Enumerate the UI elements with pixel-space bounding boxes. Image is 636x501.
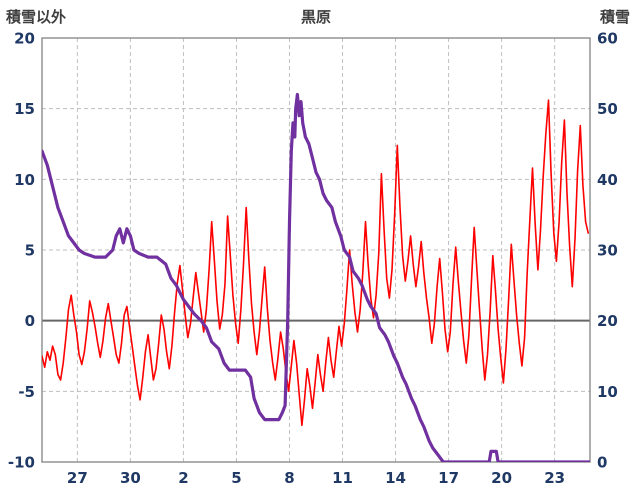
right-axis-tick-label: 40 <box>597 171 618 189</box>
x-axis-tick-label: 23 <box>544 469 565 487</box>
left-axis-tick-label: 20 <box>14 30 35 48</box>
x-axis-tick-label: 5 <box>231 469 241 487</box>
right-axis-tick-label: 50 <box>597 100 618 118</box>
right-axis-tick-label: 30 <box>597 242 618 260</box>
right-axis-tick-label: 60 <box>597 30 618 48</box>
x-axis-tick-label: 11 <box>332 469 353 487</box>
x-axis-tick-label: 8 <box>284 469 294 487</box>
x-axis-tick-label: 27 <box>67 469 88 487</box>
x-axis-tick-label: 30 <box>120 469 141 487</box>
x-axis-tick-label: 20 <box>491 469 512 487</box>
right-axis-tick-label: 10 <box>597 383 618 401</box>
left-axis-title: 積雪以外 <box>6 8 67 26</box>
left-axis-tick-label: 5 <box>25 242 35 260</box>
left-axis-series-line <box>42 99 590 427</box>
left-axis-tick-label: -5 <box>18 383 35 401</box>
left-axis-tick-label: 0 <box>25 312 35 330</box>
x-axis-tick-label: 17 <box>438 469 459 487</box>
chart-title: 黒原 <box>300 8 331 26</box>
left-axis-tick-label: 15 <box>14 100 35 118</box>
right-axis-tick-label: 20 <box>597 312 618 330</box>
plot-border <box>41 37 591 463</box>
right-axis-title: 積雪 <box>599 8 630 26</box>
right-axis-series-line <box>42 92 590 462</box>
x-axis-tick-label: 2 <box>178 469 188 487</box>
x-axis-tick-label: 14 <box>385 469 406 487</box>
left-axis-tick-label: -10 <box>8 454 35 472</box>
left-axis-tick-label: 10 <box>14 171 35 189</box>
right-axis-tick-label: 0 <box>597 454 607 472</box>
